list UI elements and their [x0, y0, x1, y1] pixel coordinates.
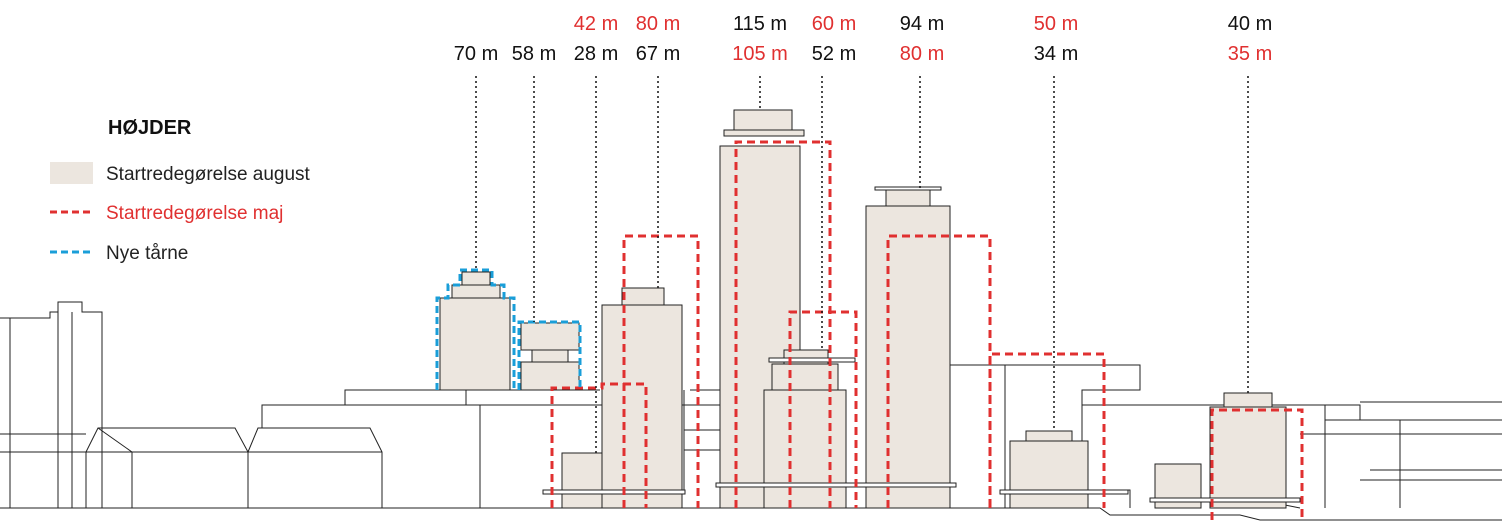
tower-7-maj-height: 80 m — [900, 43, 944, 65]
tower-4-august-height: 67 m — [636, 43, 680, 65]
height-labels: 70 m 58 m 42 m 28 m 80 m 67 m 115 m 105 … — [454, 13, 1272, 65]
tower-7-august — [865, 205, 951, 509]
tower-2-august — [520, 361, 580, 391]
tower-1-august-height: 70 m — [454, 43, 498, 65]
tower-6-august-mid — [771, 363, 839, 391]
tower-5-maj — [734, 140, 832, 508]
tower-9-august-top — [1223, 392, 1273, 408]
tower-4-august-top — [621, 287, 665, 306]
tower-4-maj-height: 80 m — [636, 13, 680, 35]
tower-3-maj-height: 42 m — [574, 13, 618, 35]
tower-5-maj-height: 105 m — [732, 43, 788, 65]
tower-4-maj — [622, 234, 700, 508]
legend-label-new-towers: Nye tårne — [106, 243, 188, 264]
tower-9-august-height: 40 m — [1228, 13, 1272, 35]
tower-2-august-top — [520, 322, 580, 351]
tower-7-august-top — [885, 189, 931, 207]
tower-2-august-height: 58 m — [512, 43, 556, 65]
tower-6-maj — [788, 310, 858, 508]
legend-swatch-august — [50, 162, 93, 184]
tower-8-august — [1009, 440, 1089, 509]
legend-label-august: Startredegørelse august — [106, 164, 311, 185]
maj-outlines — [550, 140, 1304, 520]
tower-1-new — [435, 268, 516, 390]
new-tower-outlines — [435, 268, 582, 390]
building-plates — [542, 186, 1301, 503]
tower-6-maj-height: 60 m — [812, 13, 856, 35]
tower-5-august-top — [733, 109, 793, 131]
tower-8-maj-height: 50 m — [1034, 13, 1078, 35]
tower-4-august — [601, 304, 683, 509]
tower-1-august — [439, 297, 511, 391]
leader-lines — [475, 76, 1249, 453]
legend-label-maj: Startredegørelse maj — [106, 203, 283, 224]
tower-3-maj — [550, 382, 648, 508]
august-towers — [439, 109, 1287, 509]
tower-6-august — [763, 389, 847, 509]
tower-7-august-height: 94 m — [900, 13, 944, 35]
tower-9-august — [1209, 406, 1287, 509]
tower-8-august-height: 34 m — [1034, 43, 1078, 65]
tower-6-august-height: 52 m — [812, 43, 856, 65]
legend-title: HØJDER — [108, 117, 192, 139]
tower-2-new — [517, 320, 582, 390]
tower-1-august-cap — [461, 271, 491, 286]
tower-9-maj — [1210, 408, 1304, 520]
tower-5-august-deck — [723, 129, 805, 137]
tower-9-maj-height: 35 m — [1228, 43, 1272, 65]
tower-3-august-height: 28 m — [574, 43, 618, 65]
tower-8-august-top — [1025, 430, 1073, 442]
tower-1-august-top — [451, 284, 501, 299]
tower-5-august-height: 115 m — [733, 13, 787, 35]
legend: HØJDER Startredegørelse august Startrede… — [50, 117, 311, 264]
tower-8-maj — [988, 352, 1106, 508]
tower-2-august-mid — [531, 349, 569, 363]
